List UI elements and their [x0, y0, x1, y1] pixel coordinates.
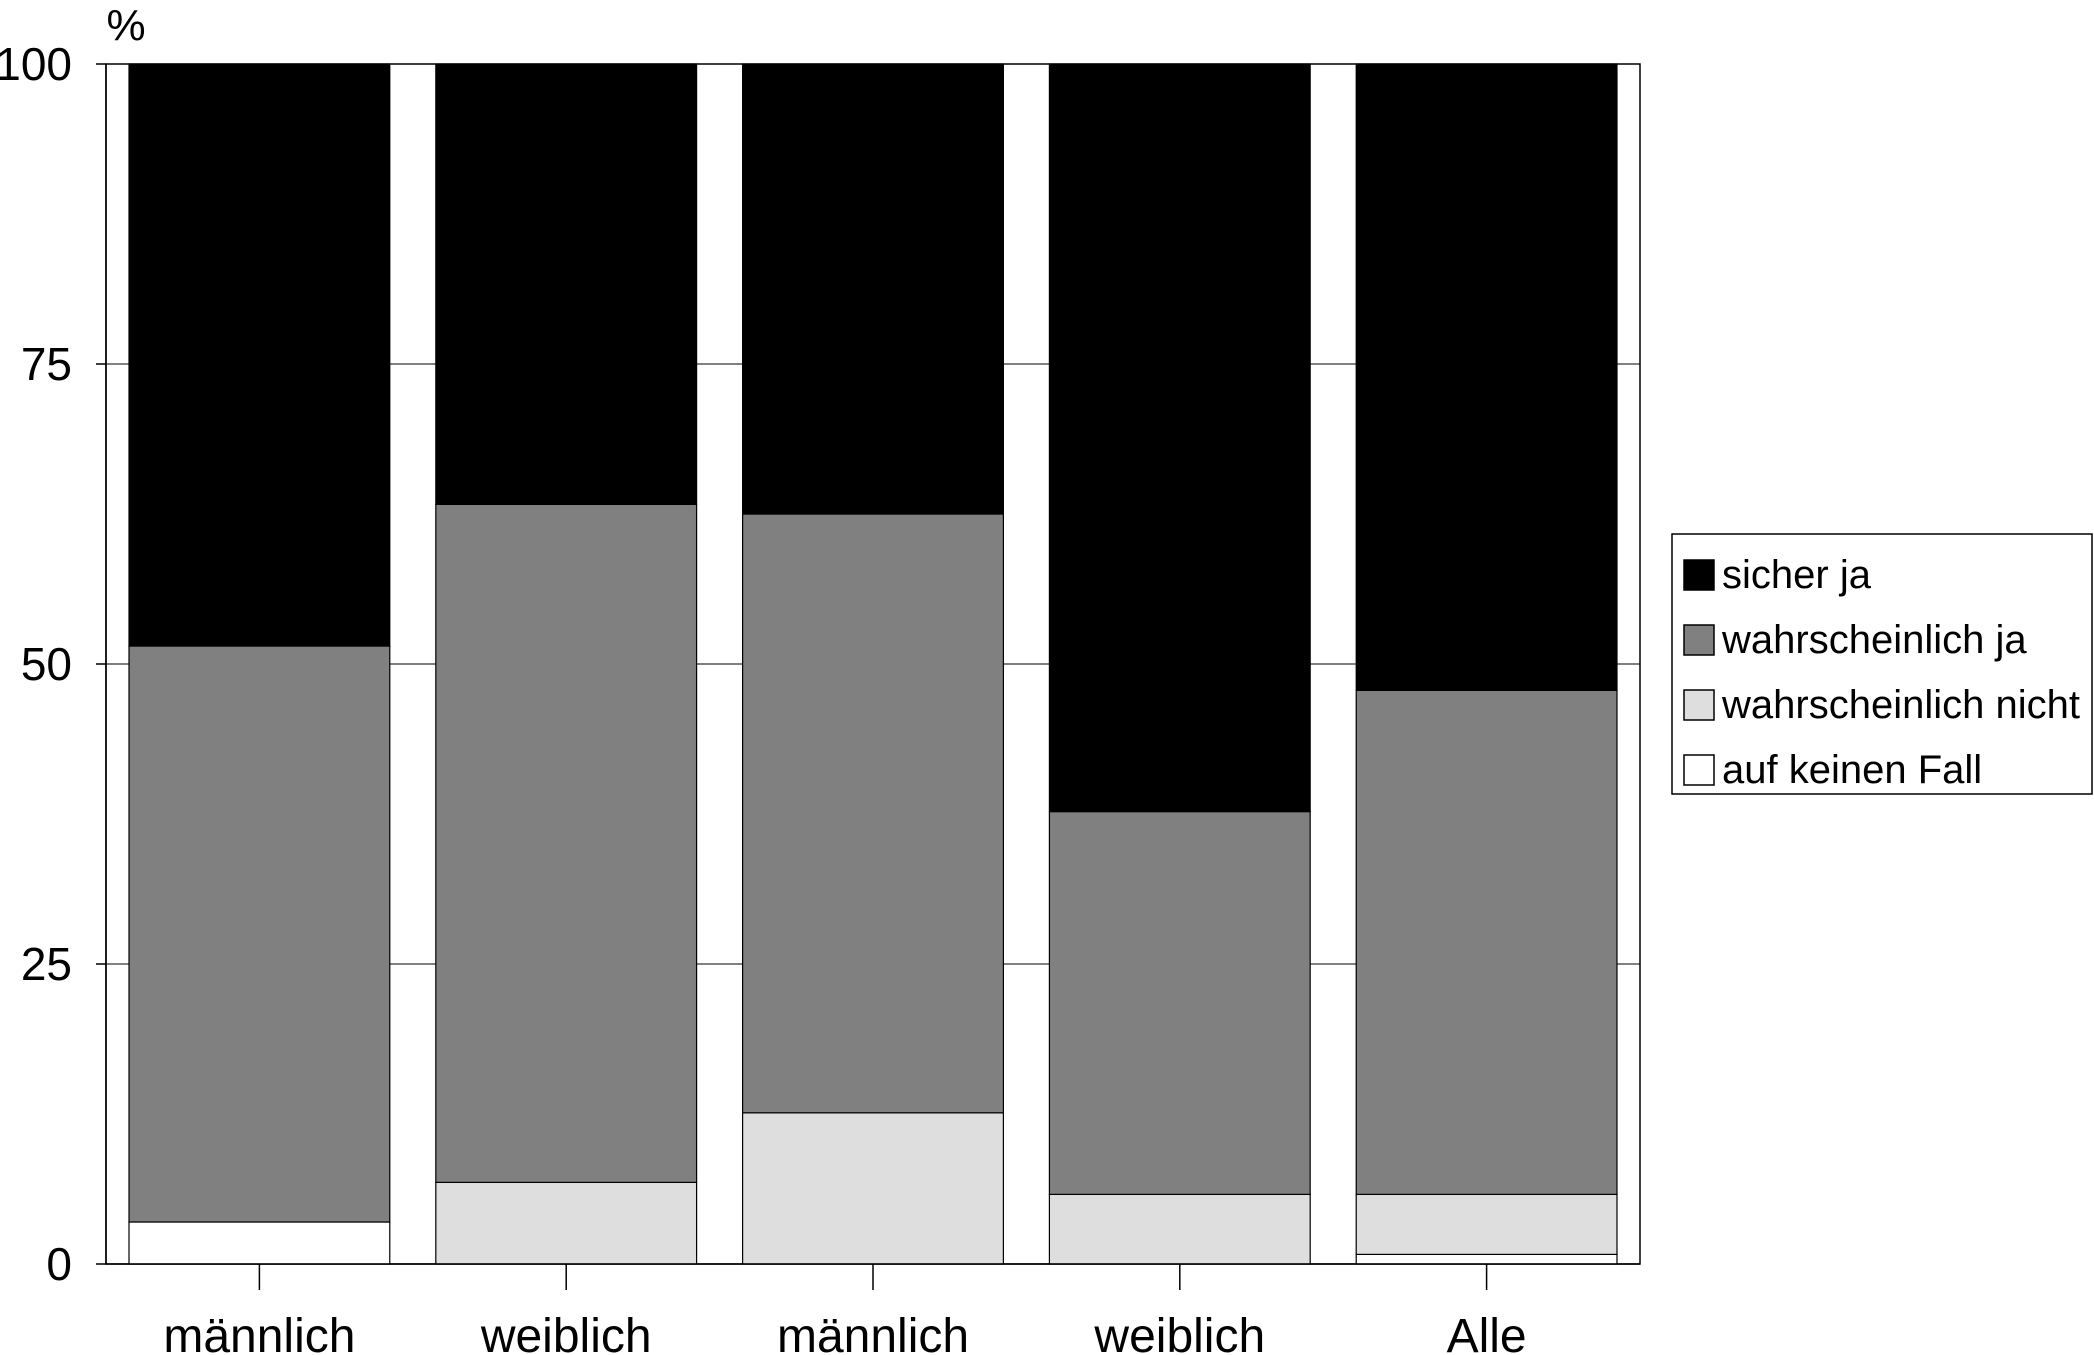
x-tick-label: männlich [777, 1310, 969, 1355]
x-tick-label: weiblich [1093, 1310, 1265, 1355]
legend-swatch [1683, 754, 1715, 786]
bar-segment [1355, 689, 1618, 1196]
bar-segment [1355, 1253, 1618, 1265]
y-tick-label: 50 [21, 638, 72, 690]
legend-label: wahrscheinlich nicht [1721, 683, 2080, 727]
bar-segment [128, 63, 391, 647]
x-tick-label: Alle [1447, 1310, 1527, 1355]
y-tick-label: 0 [46, 1238, 72, 1290]
legend-swatch [1683, 624, 1715, 656]
legend-label: wahrscheinlich ja [1721, 618, 2027, 662]
bar-segment [1355, 63, 1618, 692]
legend-label: auf keinen Fall [1722, 748, 1982, 792]
y-tick-label: 75 [21, 338, 72, 390]
bar-segment [435, 1181, 698, 1265]
bar-segment [742, 63, 1004, 515]
legend-swatch [1683, 559, 1715, 591]
legend-swatch [1683, 689, 1715, 721]
y-unit-label: % [106, 1, 145, 50]
bar-segment [742, 513, 1004, 1114]
legend-label: sicher ja [1722, 553, 1872, 597]
bar-segment [1048, 1193, 1311, 1265]
bar-segment [128, 645, 391, 1223]
legend-box [1671, 533, 2093, 795]
bar-segment [435, 63, 698, 505]
x-tick-label: weiblich [480, 1310, 652, 1355]
x-tick-label: männlich [163, 1310, 355, 1355]
bar-segment [435, 503, 698, 1183]
y-tick-label: 25 [21, 938, 72, 990]
bar-segment [1048, 63, 1311, 813]
bar-segment [1048, 810, 1311, 1195]
bar-segment [1355, 1193, 1618, 1256]
y-tick-label: 100 [0, 38, 72, 90]
bar-segment [128, 1221, 391, 1265]
bar-segment [742, 1112, 1004, 1265]
